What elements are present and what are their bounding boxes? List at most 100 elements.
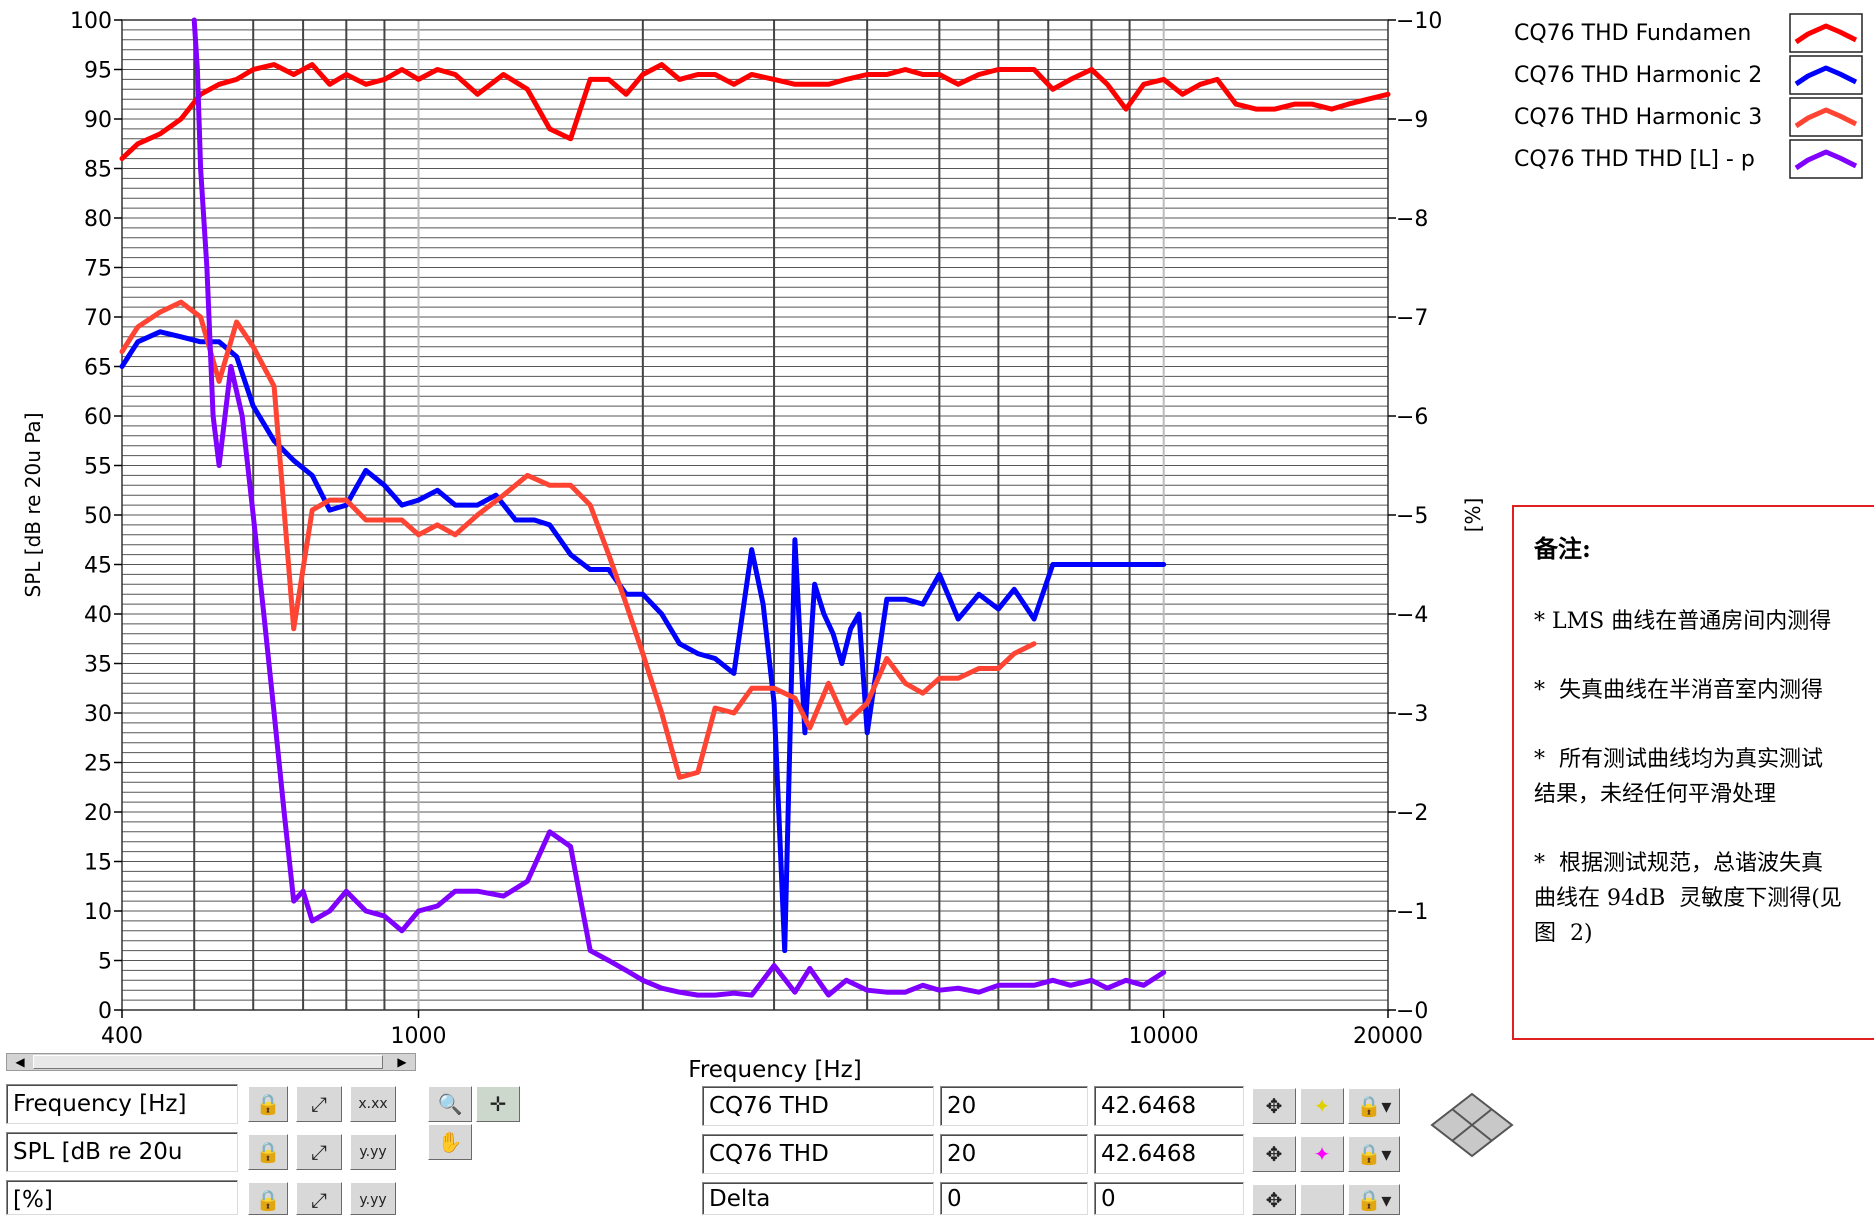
y-autoscale-icon[interactable]: ⤢ (296, 1134, 342, 1170)
chart-axes: 0 5 10 15 20 25 30 35 40 45 50 55 60 65 70 75 80 85 90 95 10… (70, 9, 1442, 1049)
zoom-icon[interactable]: 🔍 (428, 1086, 472, 1122)
y-tick-label: 20 (84, 801, 112, 826)
y2-autoscale-icon[interactable]: ⤢ (296, 1182, 342, 1215)
y-tick-label: 60 (84, 405, 112, 430)
series-line-3 (119, 299, 1037, 780)
crosshair-icon[interactable]: ✛ (476, 1086, 520, 1122)
note-line-2: * 失真曲线在半消音室内测得 (1534, 678, 1823, 703)
legend-line-4 (1794, 149, 1858, 171)
y-tick-label: 95 (84, 59, 112, 84)
x-format-button[interactable]: x.xx (350, 1086, 396, 1122)
legend-swatch-3 (1789, 97, 1863, 137)
cursor-2-x[interactable]: 20 (940, 1134, 1088, 1174)
y2-tick-label: −5 (1396, 504, 1428, 529)
y2-tick-label: −2 (1396, 801, 1428, 826)
x-autoscale-icon[interactable]: ⤢ (296, 1086, 342, 1122)
y2-axis-name-field[interactable]: [%] (6, 1180, 238, 1215)
legend-label-3: CQ76 THD Harmonic 3 (1514, 105, 1762, 130)
y-tick-label: 100 (70, 9, 112, 34)
cursor-2-lock-icon[interactable]: 🔒▾ (1348, 1136, 1400, 1172)
cursor-1-x[interactable]: 20 (940, 1086, 1088, 1126)
cursor-2-name[interactable]: CQ76 THD (702, 1134, 934, 1174)
cursor-1-lock-icon[interactable]: 🔒▾ (1348, 1088, 1400, 1124)
x-tick-label: 400 (101, 1024, 143, 1049)
x-axis-label: Frequency [Hz] (688, 1057, 861, 1083)
cursor-nav-diamond-icon[interactable] (1430, 1092, 1514, 1158)
cursor-delta-style-icon[interactable] (1300, 1184, 1344, 1215)
y-lock-icon[interactable]: 🔒 (248, 1134, 288, 1170)
cursor-1-y[interactable]: 42.6468 (1094, 1086, 1244, 1126)
legend-line-3 (1794, 107, 1858, 129)
y-tick-label: 45 (84, 554, 112, 579)
y2-lock-icon[interactable]: 🔒 (248, 1182, 288, 1215)
cursor-2-y[interactable]: 42.6468 (1094, 1134, 1244, 1174)
cursor-delta-lock-icon[interactable]: 🔒▾ (1348, 1184, 1400, 1215)
y-tick-label: 85 (84, 158, 112, 183)
notes-box: 备注: * LMS 曲线在普通房间内测得 * 失真曲线在半消音室内测得 * 所有… (1512, 505, 1874, 1040)
legend-line-1 (1794, 23, 1858, 45)
y2-format-button[interactable]: y.yy (350, 1182, 396, 1215)
x-axis-name-field[interactable]: Frequency [Hz] (6, 1084, 238, 1124)
legend-label-4: CQ76 THD THD [L] - p (1514, 147, 1755, 172)
x-lock-icon[interactable]: 🔒 (248, 1086, 288, 1122)
legend-line-2 (1794, 65, 1858, 87)
y-axis-name-field[interactable]: SPL [dB re 20u (6, 1132, 238, 1172)
cursor-delta-x[interactable]: 0 (940, 1182, 1088, 1215)
series-line-2 (119, 329, 1167, 954)
series-line-1 (119, 62, 1391, 162)
y-tick-label: 10 (84, 900, 112, 925)
y2-tick-label: −9 (1396, 108, 1428, 133)
scroll-thumb[interactable] (33, 1055, 383, 1069)
note-line-3: * 所有测试曲线均为真实测试 结果，未经任何平滑处理 (1534, 747, 1823, 807)
y-tick-label: 65 (84, 356, 112, 381)
legend-swatch-1 (1789, 13, 1863, 53)
y2-tick-label: −1 (1396, 900, 1428, 925)
series-line-4 (191, 17, 1167, 998)
y-tick-label: 25 (84, 752, 112, 777)
cursor-2-move-icon[interactable]: ✥ (1252, 1136, 1296, 1172)
x-scrollbar[interactable]: ◀ ▶ (6, 1053, 416, 1071)
y2-tick-label: −4 (1396, 603, 1428, 628)
y2-tick-label: −0 (1396, 999, 1428, 1024)
chart-grid (122, 20, 1388, 1010)
legend-swatch-4 (1789, 139, 1863, 179)
cursor-1-move-icon[interactable]: ✥ (1252, 1088, 1296, 1124)
y-tick-label: 15 (84, 851, 112, 876)
x-tick-label: 1000 (391, 1024, 447, 1049)
notes-title: 备注: (1534, 534, 1591, 563)
y-tick-label: 5 (98, 950, 112, 975)
y-tick-label: 90 (84, 108, 112, 133)
y2-tick-label: −10 (1396, 9, 1442, 34)
x-tick-label: 10000 (1129, 1024, 1199, 1049)
y-format-button[interactable]: y.yy (350, 1134, 396, 1170)
y2-axis-label: [%] (1461, 498, 1485, 533)
x-tick-label: 20000 (1353, 1024, 1423, 1049)
y2-tick-label: −8 (1396, 207, 1428, 232)
scroll-right-arrow-icon[interactable]: ▶ (397, 1055, 407, 1069)
note-line-4: * 根据测试规范，总谐波失真 曲线在 94dB 灵敏度下测得(见 图 2) (1534, 851, 1842, 946)
y2-tick-label: −3 (1396, 702, 1428, 727)
chart-legend: CQ76 THD Fundamen CQ76 THD Harmonic 2 CQ76… (1514, 13, 1863, 179)
note-line-1: * LMS 曲线在普通房间内测得 (1534, 609, 1832, 634)
cursor-1-style-icon[interactable]: ✦ (1300, 1088, 1344, 1124)
y2-tick-label: −7 (1396, 306, 1428, 331)
pan-hand-icon[interactable]: ✋ (428, 1124, 472, 1160)
legend-label-1: CQ76 THD Fundamen (1514, 21, 1751, 46)
y-tick-label: 0 (98, 999, 112, 1024)
legend-swatch-2 (1789, 55, 1863, 95)
scroll-left-arrow-icon[interactable]: ◀ (15, 1055, 25, 1069)
legend-label-2: CQ76 THD Harmonic 2 (1514, 63, 1762, 88)
y-tick-label: 55 (84, 455, 112, 480)
chart-series (119, 17, 1391, 998)
cursor-2-style-icon[interactable]: ✦ (1300, 1136, 1344, 1172)
cursor-delta-y[interactable]: 0 (1094, 1182, 1244, 1215)
y2-tick-label: −6 (1396, 405, 1428, 430)
y-axis-label: SPL [dB re 20u Pa] (21, 413, 45, 598)
y-tick-label: 50 (84, 504, 112, 529)
cursor-delta-name[interactable]: Delta (702, 1182, 934, 1215)
y-tick-label: 30 (84, 702, 112, 727)
cursor-delta-move-icon[interactable]: ✥ (1252, 1184, 1296, 1215)
cursor-1-name[interactable]: CQ76 THD (702, 1086, 934, 1126)
y-tick-label: 70 (84, 306, 112, 331)
